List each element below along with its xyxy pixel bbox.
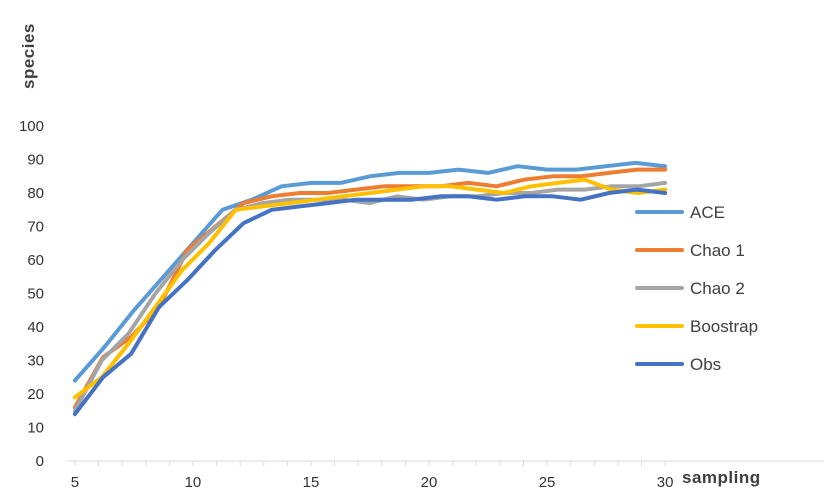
y-tick-label: 30 (27, 353, 44, 370)
y-axis-title: species (19, 23, 38, 89)
y-tick-label: 90 (27, 152, 44, 169)
x-tick-label: 15 (303, 474, 320, 491)
legend: ACE Chao 1 Chao 2 Boostrap Obs (637, 203, 758, 374)
x-tick-label: 30 (657, 474, 674, 491)
series-line-chao-1 (75, 170, 665, 408)
x-tick-label: 10 (185, 474, 202, 491)
y-tick-label: 50 (27, 286, 44, 303)
y-tick-label: 20 (27, 386, 44, 403)
x-tick-label: 5 (71, 474, 79, 491)
x-axis-title: sampling (682, 468, 761, 487)
legend-label: Chao 2 (690, 279, 745, 298)
legend-label: Boostrap (690, 317, 758, 336)
x-tick-label: 20 (421, 474, 438, 491)
series-lines (75, 163, 665, 414)
series-line-obs (75, 190, 665, 415)
y-tick-label: 0 (36, 453, 44, 470)
legend-label: Obs (690, 355, 721, 374)
y-tick-label: 10 (27, 420, 44, 437)
x-tick-label: 25 (539, 474, 556, 491)
x-axis-ticks: 5 10 15 20 25 30 (71, 461, 674, 491)
legend-label: Chao 1 (690, 241, 745, 260)
series-line-ace (75, 163, 665, 381)
series-line-boostrap (75, 180, 665, 398)
legend-label: ACE (690, 203, 725, 222)
y-axis-ticks: 0 10 20 30 40 50 60 70 80 90 100 (19, 118, 44, 470)
y-tick-label: 100 (19, 118, 44, 135)
y-tick-label: 60 (27, 252, 44, 269)
y-tick-label: 80 (27, 185, 44, 202)
y-tick-label: 40 (27, 319, 44, 336)
y-tick-label: 70 (27, 219, 44, 236)
